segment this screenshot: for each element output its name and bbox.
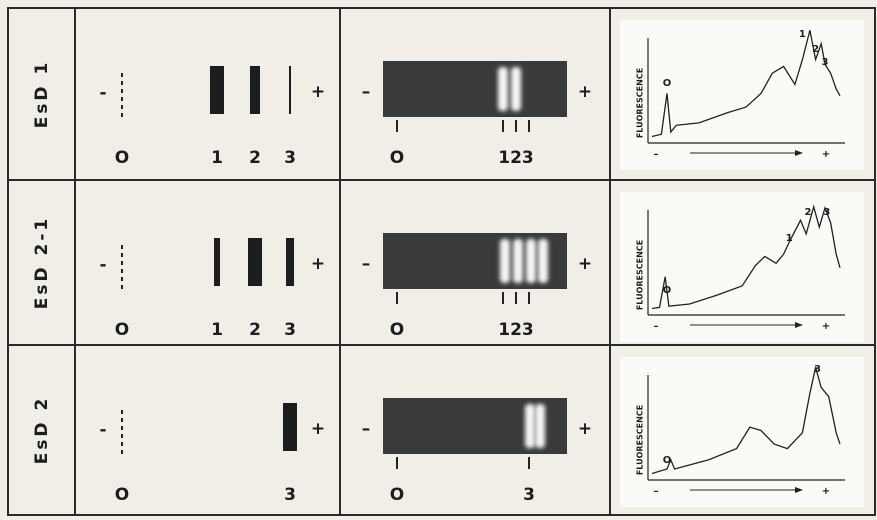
minus-sign: – xyxy=(362,82,371,102)
trace-panel xyxy=(620,357,864,507)
origin-label: O xyxy=(390,485,404,505)
plus-sign: + xyxy=(578,254,592,274)
row-label: EsD 2 xyxy=(32,396,52,465)
peak-label: 3 xyxy=(823,207,830,218)
band xyxy=(283,403,297,451)
row-label: EsD 2-1 xyxy=(32,216,52,309)
minus-sign: – xyxy=(654,486,659,497)
plus-sign: + xyxy=(822,486,830,497)
plus-sign: + xyxy=(578,419,592,439)
origin-label: O xyxy=(663,455,672,466)
band-label: 1 xyxy=(211,320,223,340)
band-label: 2 xyxy=(249,320,261,340)
gel-band xyxy=(538,239,548,283)
minus-sign: - xyxy=(99,420,106,440)
band-labels: 123 xyxy=(498,148,534,168)
band xyxy=(214,238,220,286)
band xyxy=(250,66,260,114)
minus-sign: – xyxy=(654,149,659,160)
band-label: 3 xyxy=(284,320,296,340)
gel-band xyxy=(526,239,536,283)
origin-label: O xyxy=(663,78,672,89)
band xyxy=(286,238,294,286)
band-label: 3 xyxy=(284,148,296,168)
band xyxy=(289,66,291,114)
minus-sign: – xyxy=(654,321,659,332)
origin-label: O xyxy=(115,320,129,340)
gel-band xyxy=(525,404,535,448)
minus-sign: - xyxy=(99,255,106,275)
gel-image xyxy=(383,61,567,117)
gel-band xyxy=(513,239,523,283)
plus-sign: + xyxy=(311,419,325,439)
gel-band xyxy=(498,67,508,111)
y-axis-label: FLUORESCENCE xyxy=(636,405,645,475)
band-labels: 123 xyxy=(498,320,534,340)
plus-sign: + xyxy=(311,254,325,274)
origin-label: O xyxy=(390,320,404,340)
band-label: 1 xyxy=(211,148,223,168)
band-label: 2 xyxy=(249,148,261,168)
band xyxy=(210,66,224,114)
peak-label: 1 xyxy=(799,29,806,40)
y-axis-label: FLUORESCENCE xyxy=(636,240,645,310)
band-label: 3 xyxy=(284,485,296,505)
origin-label: O xyxy=(115,485,129,505)
peak-label: 1 xyxy=(786,233,793,244)
peak-label: 3 xyxy=(814,364,821,375)
minus-sign: – xyxy=(362,419,371,439)
y-axis-label: FLUORESCENCE xyxy=(636,68,645,138)
peak-label: 2 xyxy=(805,207,812,218)
plus-sign: + xyxy=(578,82,592,102)
peak-label: 3 xyxy=(821,57,828,68)
origin-label: O xyxy=(663,285,672,296)
row-label: EsD 1 xyxy=(32,60,52,129)
plus-sign: + xyxy=(311,82,325,102)
peak-label: 2 xyxy=(812,44,819,55)
plus-sign: + xyxy=(822,321,830,332)
figure: EsD 1-O123+–+O123FLUORESCENCEO123–+EsD 2… xyxy=(0,0,877,520)
trace-panel xyxy=(620,20,864,170)
band-labels: 3 xyxy=(523,485,535,505)
minus-sign: - xyxy=(99,83,106,103)
origin-label: O xyxy=(115,148,129,168)
origin-label: O xyxy=(390,148,404,168)
gel-band xyxy=(535,404,545,448)
gel-band xyxy=(511,67,521,111)
gel-band xyxy=(500,239,510,283)
minus-sign: – xyxy=(362,254,371,274)
band xyxy=(248,238,262,286)
plus-sign: + xyxy=(822,149,830,160)
